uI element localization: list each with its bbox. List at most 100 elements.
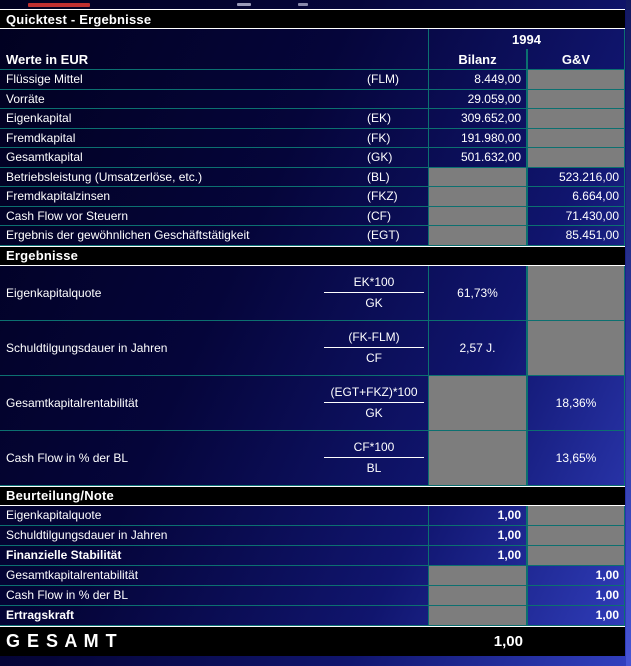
guv-empty-cell	[527, 525, 625, 545]
table-row: Flüssige Mittel (FLM) 8.449,00	[0, 70, 625, 90]
row-label: Vorräte	[6, 91, 45, 106]
guv-value-cell[interactable]: 18,36%	[527, 375, 625, 430]
formula-denominator: GK	[365, 406, 383, 420]
rating-label: Ertragskraft	[6, 608, 75, 622]
bilanz-value-cell[interactable]: 2,57 J.	[428, 320, 527, 375]
guv-value-cell[interactable]: 6.664,00	[527, 187, 625, 206]
guv-empty-cell	[527, 265, 625, 320]
row-label: Fremdkapital	[6, 130, 76, 145]
bilanz-value-cell[interactable]: 309.652,00	[428, 109, 527, 128]
row-code: (FLM)	[367, 72, 399, 87]
spacer	[362, 506, 428, 525]
guv-value-cell[interactable]: 523.216,00	[527, 167, 625, 186]
ratio-label: Eigenkapitalquote	[6, 285, 102, 300]
gesamt-value[interactable]: 1,00	[493, 632, 523, 650]
guv-value-cell[interactable]: 71.430,00	[527, 206, 625, 225]
spacer	[362, 49, 428, 69]
guv-empty-cell	[527, 128, 625, 147]
year-header-row: 1994	[0, 29, 625, 49]
row-code: (EGT)	[367, 228, 400, 243]
bilanz-rating-cell[interactable]: 1,00	[428, 505, 527, 525]
page-title: Quicktest - Ergebnisse	[0, 9, 625, 29]
ratio-formula: (EGT+FKZ)*100 GK	[320, 376, 428, 430]
row-code	[362, 90, 428, 109]
bilanz-value-cell[interactable]: 501.632,00	[428, 148, 527, 167]
ratio-row: Cash Flow in % der BL CF*100 BL 13,65%	[0, 430, 625, 486]
guv-rating-cell[interactable]: 1,00	[527, 605, 625, 625]
table-row: Fremdkapital (FK) 191.980,00	[0, 128, 625, 148]
formula-numerator: CF*100	[353, 440, 395, 454]
rating-label: Cash Flow in % der BL	[6, 588, 129, 602]
rating-row: Eigenkapitalquote 1,00	[0, 505, 625, 526]
bilanz-empty-cell	[428, 375, 527, 430]
row-code: (FKZ)	[367, 189, 398, 204]
guv-empty-cell	[527, 545, 625, 565]
bilanz-rating-cell[interactable]: 1,00	[428, 525, 527, 545]
row-label: Fremdkapitalzinsen	[6, 189, 111, 204]
row-code: (GK)	[367, 150, 393, 165]
row-label: Gesamtkapital	[6, 150, 83, 165]
guv-value-cell[interactable]: 85.451,00	[527, 226, 625, 245]
values-unit-header: Werte in EUR	[6, 51, 89, 67]
spacer	[362, 586, 428, 605]
gesamt-total-row: G E S A M T 1,00	[0, 625, 625, 656]
bilanz-value-cell[interactable]: 191.980,00	[428, 128, 527, 147]
bilanz-value-cell[interactable]: 29.059,00	[428, 89, 527, 108]
bilanz-empty-cell	[428, 226, 527, 245]
ratio-label: Gesamtkapitalrentabilität	[6, 395, 139, 410]
guv-rating-cell[interactable]: 1,00	[527, 565, 625, 585]
table-row: Gesamtkapital (GK) 501.632,00	[0, 148, 625, 168]
clipped-content-fragment	[28, 3, 90, 7]
spacer	[362, 566, 428, 585]
clipped-content-fragment	[237, 3, 251, 6]
spacer	[362, 546, 428, 565]
row-label: Ergebnis der gewöhnlichen Geschäftstätig…	[6, 228, 250, 243]
rating-row: Cash Flow in % der BL 1,00	[0, 585, 625, 606]
row-label: Eigenkapital	[6, 111, 72, 126]
bilanz-empty-cell	[428, 430, 527, 485]
clipped-top-row	[0, 0, 631, 9]
bottom-margin	[0, 656, 631, 666]
guv-empty-cell	[527, 89, 625, 108]
formula-numerator: (FK-FLM)	[348, 330, 400, 344]
rating-row: Ertragskraft 1,00	[0, 605, 625, 626]
table-row: Ergebnis der gewöhnlichen Geschäftstätig…	[0, 226, 625, 246]
ratio-formula: EK*100 GK	[320, 266, 428, 320]
ratio-formula: (FK-FLM) CF	[320, 321, 428, 375]
bilanz-value-cell[interactable]: 8.449,00	[428, 70, 527, 89]
guv-empty-cell	[527, 70, 625, 89]
row-code: (BL)	[367, 169, 390, 184]
fraction-line	[324, 457, 424, 458]
background-gradient-edge	[626, 0, 631, 666]
fraction-line	[324, 402, 424, 403]
ratio-formula: CF*100 BL	[320, 431, 428, 485]
table-row: Betriebsleistung (Umsatzerlöse, etc.) (B…	[0, 167, 625, 187]
guv-value-cell[interactable]: 13,65%	[527, 430, 625, 485]
bilanz-column-header: Bilanz	[428, 49, 527, 69]
fraction-line	[324, 292, 424, 293]
gesamt-label: G E S A M T	[6, 630, 118, 651]
table-row: Vorräte 29.059,00	[0, 89, 625, 109]
guv-empty-cell	[527, 148, 625, 167]
spacer	[362, 526, 428, 545]
column-header-row: Werte in EUR Bilanz G&V	[0, 49, 625, 70]
beurteilung-section-header: Beurteilung/Note	[0, 485, 625, 506]
table-row: Eigenkapital (EK) 309.652,00	[0, 109, 625, 129]
row-code: (FK)	[367, 130, 391, 145]
table-row: Cash Flow vor Steuern (CF) 71.430,00	[0, 206, 625, 226]
bilanz-rating-cell[interactable]: 1,00	[428, 545, 527, 565]
row-label: Flüssige Mittel	[6, 72, 83, 87]
guv-column-header: G&V	[527, 49, 625, 69]
guv-empty-cell	[527, 109, 625, 128]
guv-rating-cell[interactable]: 1,00	[527, 585, 625, 605]
formula-denominator: BL	[366, 461, 382, 475]
bilanz-empty-cell	[428, 206, 527, 225]
table-row: Fremdkapitalzinsen (FKZ) 6.664,00	[0, 187, 625, 207]
bilanz-value-cell[interactable]: 61,73%	[428, 265, 527, 320]
rating-row: Gesamtkapitalrentabilität 1,00	[0, 565, 625, 586]
year-header: 1994	[428, 29, 625, 49]
row-code: (EK)	[367, 111, 391, 126]
bilanz-empty-cell	[428, 565, 527, 585]
bilanz-empty-cell	[428, 187, 527, 206]
